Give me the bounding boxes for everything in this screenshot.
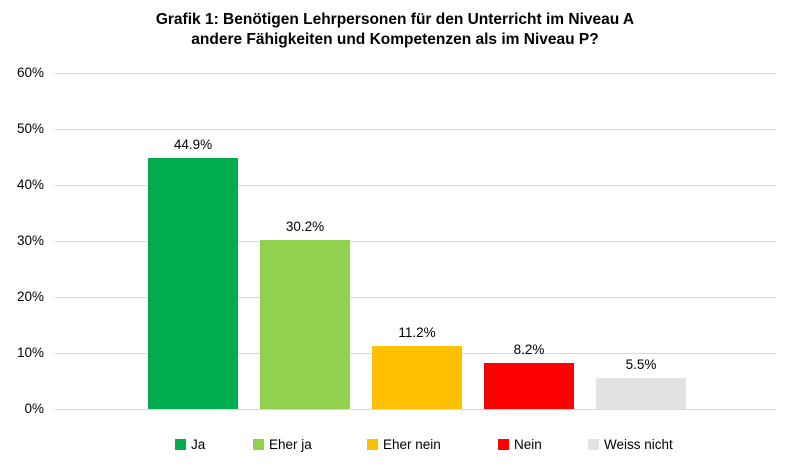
legend-item-eher-ja: Eher ja	[253, 436, 312, 453]
y-axis-tick-20%: 20%	[16, 289, 44, 304]
legend-item-ja: Ja	[175, 436, 205, 453]
gridline-30%	[55, 241, 776, 242]
legend-swatch-icon	[253, 439, 264, 450]
legend-label: Ja	[191, 437, 206, 452]
bar-value-label-nein: 8.2%	[513, 342, 545, 357]
gridline-60%	[55, 73, 776, 74]
legend-swatch-icon	[175, 439, 186, 450]
legend-swatch-icon	[588, 439, 599, 450]
y-axis-tick-0%: 0%	[24, 401, 44, 416]
bar-value-label-eher-ja: 30.2%	[285, 219, 325, 234]
gridline-50%	[55, 129, 776, 130]
legend-item-nein: Nein	[498, 436, 542, 453]
bar-nein	[484, 363, 574, 409]
gridline-40%	[55, 185, 776, 186]
bar-eher-nein	[372, 346, 462, 409]
y-axis-tick-10%: 10%	[16, 345, 44, 360]
bar-value-label-ja: 44.9%	[173, 137, 213, 152]
legend-swatch-icon	[367, 439, 378, 450]
bar-weiss-nicht	[596, 378, 686, 409]
gridline-20%	[55, 297, 776, 298]
bar-value-label-eher-nein: 11.2%	[398, 325, 436, 340]
bar-ja	[148, 158, 238, 409]
y-axis-tick-50%: 50%	[16, 121, 44, 136]
y-axis-tick-40%: 40%	[16, 177, 44, 192]
legend-label: Nein	[514, 437, 542, 452]
chart-title: Grafik 1: Benötigen Lehrpersonen für den…	[0, 10, 790, 50]
bar-eher-ja	[260, 240, 350, 409]
chart-title-line1: Grafik 1: Benötigen Lehrpersonen für den…	[155, 11, 635, 28]
legend-swatch-icon	[498, 439, 509, 450]
legend-label: Eher ja	[269, 437, 312, 452]
legend-item-eher-nein: Eher nein	[367, 436, 441, 453]
bar-value-label-weiss-nicht: 5.5%	[625, 357, 657, 372]
legend-label: Weiss nicht	[604, 437, 673, 452]
y-axis-tick-30%: 30%	[16, 233, 44, 248]
legend-item-weiss-nicht: Weiss nicht	[588, 436, 673, 453]
y-axis-tick-60%: 60%	[16, 65, 44, 80]
gridline-0%	[55, 409, 776, 410]
chart-title-line2: andere Fähigkeiten und Kompetenzen als i…	[191, 31, 599, 48]
legend-label: Eher nein	[383, 437, 441, 452]
